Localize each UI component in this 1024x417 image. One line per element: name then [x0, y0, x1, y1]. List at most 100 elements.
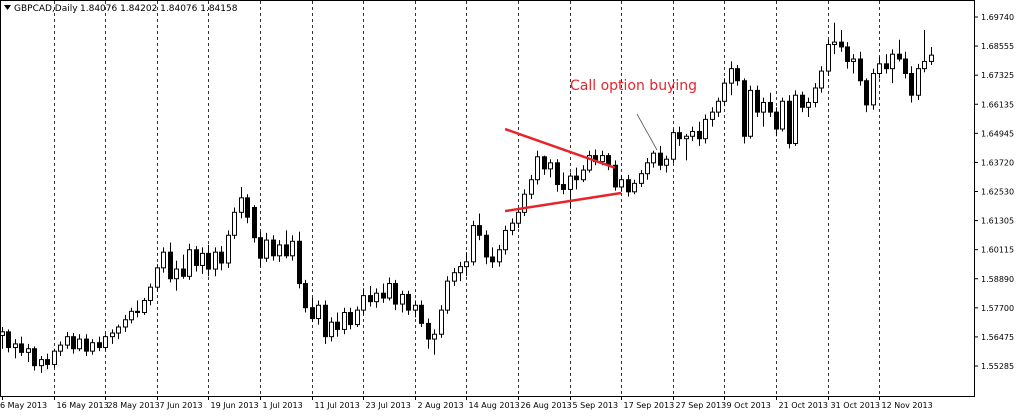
- candle: [729, 61, 734, 96]
- candle-body-bear: [839, 41, 844, 48]
- candle: [832, 22, 837, 55]
- candle-body-bull: [58, 344, 63, 352]
- candle-body-bull: [890, 53, 895, 70]
- time-tick-label: 16 May 2013: [57, 401, 109, 410]
- candle-body-bear: [800, 94, 805, 108]
- candle-body-bull: [516, 211, 521, 224]
- candle: [697, 121, 702, 146]
- candle: [52, 348, 57, 369]
- time-tick-label: 11 Jul 2013: [315, 401, 360, 410]
- candle: [155, 264, 160, 291]
- candle: [84, 334, 89, 356]
- candle-body-bear: [219, 251, 224, 264]
- candle: [619, 174, 624, 192]
- candle: [884, 54, 889, 74]
- candle: [684, 133, 689, 161]
- candle: [77, 334, 82, 352]
- candle-body-bull: [277, 244, 282, 257]
- candle: [13, 339, 18, 359]
- time-tick-label: 27 Sep 2013: [676, 401, 727, 410]
- candle-body-bear: [755, 89, 760, 113]
- candle-body-bull: [503, 229, 508, 251]
- price-tick-label: 1.66135: [981, 100, 1014, 109]
- candle-body-bull: [387, 283, 392, 299]
- candle: [368, 285, 373, 307]
- candle-body-bear: [32, 348, 37, 367]
- candle-body-bull: [264, 239, 269, 259]
- candle-body-bear: [368, 295, 373, 303]
- candle-body-bear: [787, 100, 792, 145]
- candle-body-bull: [90, 342, 95, 352]
- candle: [45, 353, 50, 370]
- candle: [755, 85, 760, 117]
- candle-body-bull: [529, 179, 534, 195]
- candle-body-bull: [916, 68, 921, 96]
- candle: [226, 230, 231, 268]
- candle: [632, 179, 637, 195]
- candle-body-bull: [342, 312, 347, 330]
- candle-body-bull: [664, 158, 669, 166]
- time-tick-label: 28 May 2013: [108, 401, 160, 410]
- candle-body-bear: [406, 293, 411, 311]
- candle-body-bull: [65, 336, 70, 346]
- candle-body-bear: [419, 304, 424, 324]
- candle-body-bear: [6, 331, 11, 349]
- candle-body-bull: [877, 63, 882, 74]
- candle: [735, 65, 740, 86]
- candle: [574, 167, 579, 190]
- candle: [387, 277, 392, 301]
- candle: [452, 267, 457, 286]
- candle: [490, 247, 495, 268]
- candle-body-bear: [768, 101, 773, 113]
- annotation-pointer: [636, 113, 658, 151]
- candle: [568, 172, 573, 209]
- price-tick-label: 1.55285: [981, 362, 1014, 371]
- candle-body-bull: [710, 111, 715, 120]
- candle-body-bull: [619, 179, 624, 188]
- candle-body-bear: [484, 234, 489, 258]
- symbol-menu-icon[interactable]: [4, 5, 11, 10]
- candle: [206, 244, 211, 277]
- candle-body-bull: [690, 130, 695, 137]
- candle: [722, 78, 727, 107]
- candle-body-bull: [439, 309, 444, 335]
- candle: [361, 288, 366, 315]
- candle-body-bull: [374, 292, 379, 303]
- candle-body-bear: [245, 197, 250, 218]
- candle: [890, 49, 895, 84]
- candle: [219, 246, 224, 271]
- candle-body-bear: [335, 321, 340, 330]
- candle: [690, 126, 695, 142]
- candle-body-bear: [381, 292, 386, 299]
- candle: [264, 232, 269, 262]
- candle: [671, 129, 676, 163]
- candle-body-bull: [129, 310, 134, 321]
- time-tick-label: 6 May 2013: [0, 401, 47, 410]
- candle-body-bear: [310, 307, 315, 320]
- time-tick-label: 19 Jun 2013: [211, 401, 259, 410]
- candle-body-bear: [884, 63, 889, 70]
- price-axis: 1.69740 1.68555 1.67325 1.66135 1.64945 1.637…: [974, 13, 1014, 371]
- candle-body-bull: [103, 336, 108, 349]
- candle: [168, 242, 173, 283]
- candle-body-bear: [19, 343, 24, 353]
- candle: [213, 247, 218, 277]
- candle-body-bull: [445, 280, 450, 311]
- candle-body-bull: [232, 211, 237, 236]
- candle: [271, 235, 276, 261]
- candle-body-bear: [252, 206, 257, 239]
- candle: [58, 341, 63, 356]
- candle: [903, 51, 908, 79]
- candle-body-bear: [477, 225, 482, 236]
- price-tick-label: 1.60115: [981, 246, 1014, 255]
- candle-body-bear: [297, 240, 302, 285]
- symbol-label: GBPCAD,Daily: [14, 4, 78, 14]
- candle-body-bull: [116, 326, 121, 334]
- candle: [142, 298, 147, 315]
- candle-body-bear: [271, 239, 276, 257]
- candle-body-bull: [639, 173, 644, 184]
- candle: [780, 97, 785, 132]
- price-tick-label: 1.56475: [981, 333, 1014, 342]
